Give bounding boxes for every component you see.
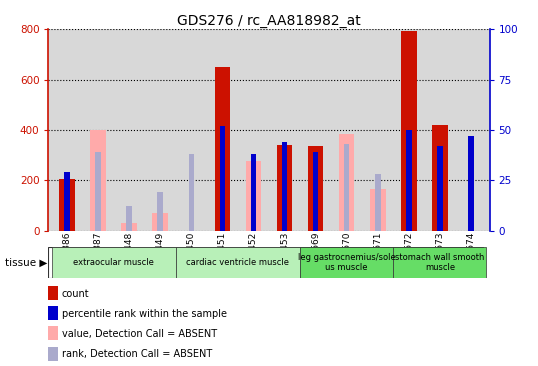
- Bar: [52, 247, 176, 278]
- Bar: [370, 189, 386, 231]
- Bar: [126, 206, 132, 231]
- Bar: [393, 247, 486, 278]
- Bar: [64, 172, 70, 231]
- Text: count: count: [62, 289, 89, 299]
- Text: tissue ▶: tissue ▶: [5, 258, 48, 268]
- Bar: [468, 136, 474, 231]
- Bar: [246, 161, 261, 231]
- Bar: [277, 145, 292, 231]
- Bar: [437, 146, 443, 231]
- Bar: [251, 154, 256, 231]
- Bar: [176, 247, 300, 278]
- Bar: [90, 130, 106, 231]
- Bar: [432, 125, 448, 231]
- Bar: [308, 146, 323, 231]
- Bar: [95, 152, 101, 231]
- Bar: [188, 154, 194, 231]
- Text: percentile rank within the sample: percentile rank within the sample: [62, 309, 227, 319]
- Text: leg gastrocnemius/sole
us muscle: leg gastrocnemius/sole us muscle: [298, 253, 395, 272]
- Text: stomach wall smooth
muscle: stomach wall smooth muscle: [395, 253, 485, 272]
- Bar: [300, 247, 393, 278]
- Bar: [220, 126, 225, 231]
- Bar: [313, 152, 318, 231]
- Bar: [152, 213, 168, 231]
- Text: value, Detection Call = ABSENT: value, Detection Call = ABSENT: [62, 329, 217, 339]
- Bar: [375, 174, 380, 231]
- Bar: [158, 193, 163, 231]
- Bar: [344, 144, 350, 231]
- Bar: [122, 223, 137, 231]
- Bar: [401, 30, 416, 231]
- Bar: [282, 142, 287, 231]
- Text: cardiac ventricle muscle: cardiac ventricle muscle: [187, 258, 289, 267]
- Bar: [215, 67, 230, 231]
- Text: rank, Detection Call = ABSENT: rank, Detection Call = ABSENT: [62, 349, 212, 359]
- Text: extraocular muscle: extraocular muscle: [73, 258, 154, 267]
- Bar: [339, 134, 355, 231]
- Bar: [59, 179, 75, 231]
- Bar: [406, 130, 412, 231]
- Title: GDS276 / rc_AA818982_at: GDS276 / rc_AA818982_at: [177, 14, 361, 28]
